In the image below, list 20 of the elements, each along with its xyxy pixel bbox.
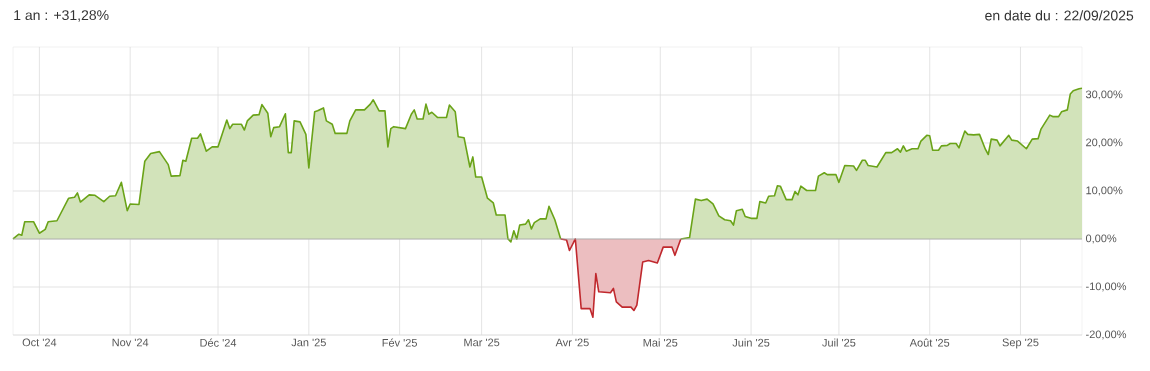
y-tick-label: -10,00% — [1086, 282, 1127, 292]
x-tick-label: Juil '25 — [822, 338, 856, 347]
x-tick-label: Mai '25 — [643, 338, 678, 347]
x-tick-label: Juin '25 — [732, 338, 770, 347]
x-tick-label: Jan '25 — [291, 338, 326, 347]
x-tick-label: Août '25 — [909, 338, 950, 347]
x-tick-label: Nov '24 — [112, 338, 149, 347]
x-tick-label: Avr '25 — [555, 338, 589, 347]
y-tick-label: 20,00% — [1086, 138, 1123, 148]
chart-title: 1 an : +31,28% — [14, 10, 109, 22]
y-tick-label: 10,00% — [1086, 186, 1123, 196]
y-tick-label: -20,00% — [1086, 330, 1127, 340]
x-tick-label: Déc '24 — [200, 338, 237, 347]
y-tick-label: 0,00% — [1085, 234, 1117, 244]
x-tick-label: Sep '25 — [1002, 338, 1039, 349]
text: en date du : 22/09/2025 — [985, 10, 1134, 21]
x-tick-label: Mar '25 — [464, 338, 500, 347]
x-tick-label: Oct '24 — [22, 338, 57, 347]
x-tick-label: Fév '25 — [382, 338, 417, 347]
y-tick-label: 30,00% — [1085, 90, 1123, 100]
